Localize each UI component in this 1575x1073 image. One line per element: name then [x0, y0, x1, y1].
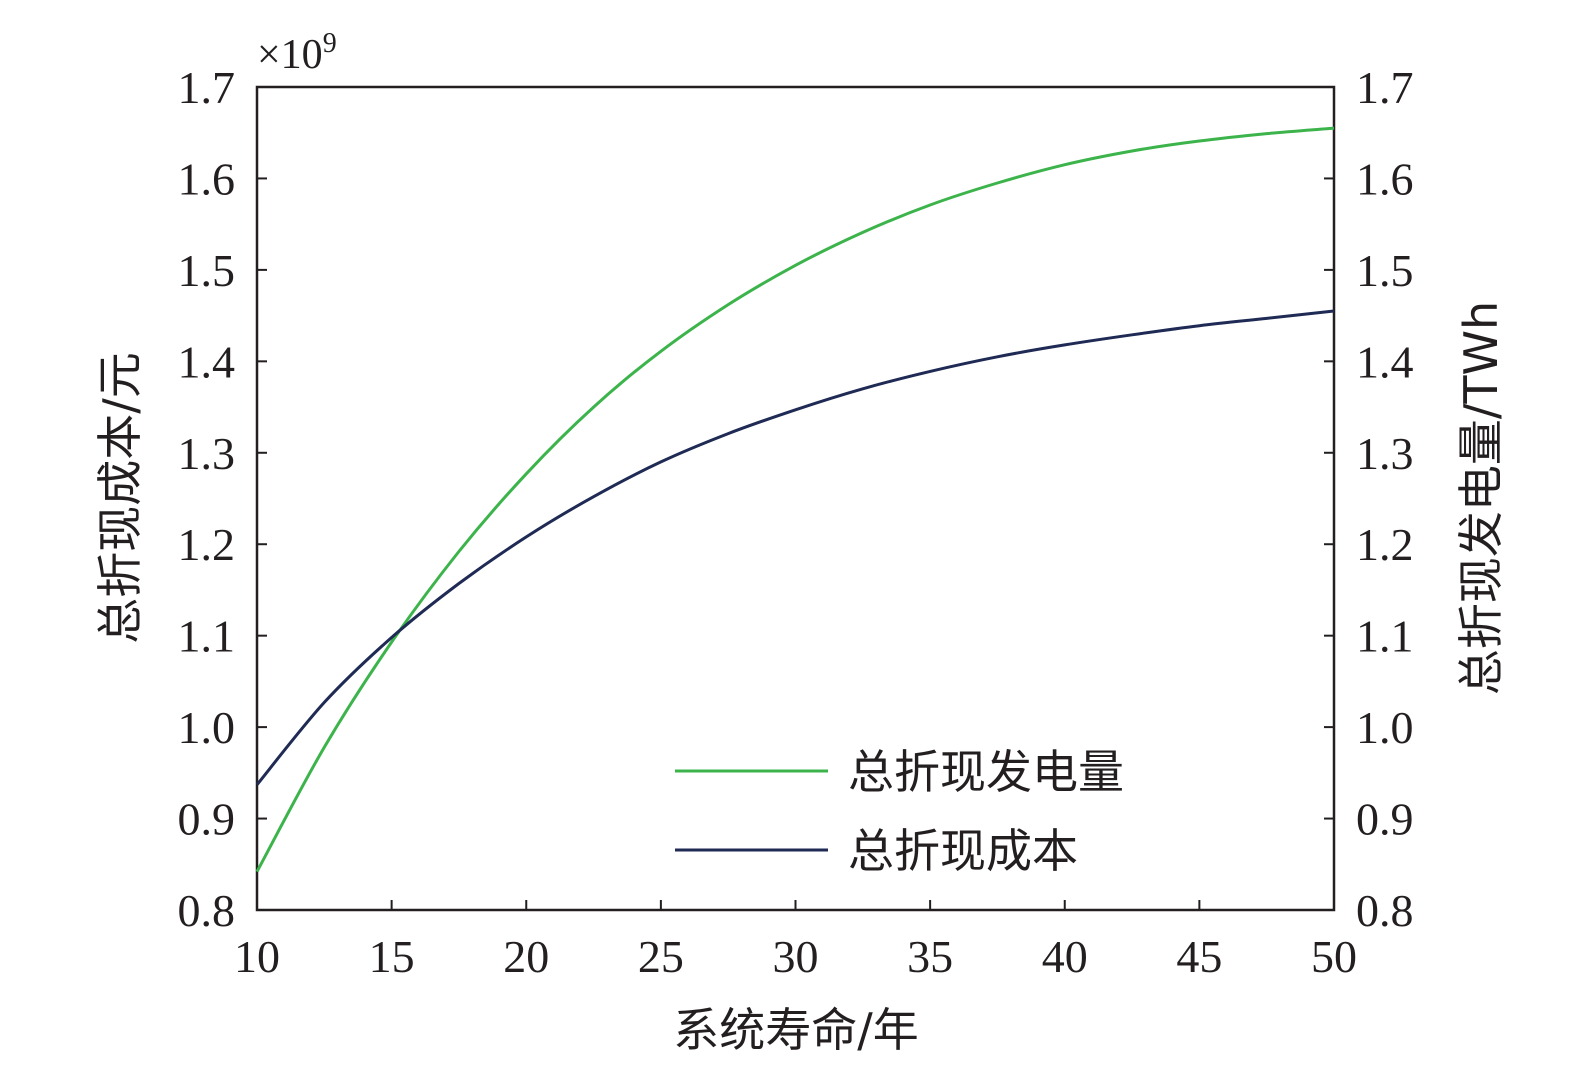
- x-axis-ticks: 10 15 20 25 30 35 40 45 50: [234, 900, 1357, 982]
- y-tick-label-left: 1.6: [178, 153, 236, 204]
- y-tick-label-right: 1.1: [1356, 611, 1414, 662]
- y-tick-label-left: 1.1: [178, 611, 236, 662]
- x-tick-label: 20: [503, 931, 549, 982]
- y-tick-label-left: 1.7: [178, 62, 236, 113]
- y-tick-label-left: 1.5: [178, 245, 236, 296]
- y-axis-label-right: 总折现发电量/TWh: [1454, 301, 1508, 695]
- y-tick-label-right: 1.7: [1356, 62, 1414, 113]
- x-tick-label: 45: [1176, 931, 1222, 982]
- y-tick-label-right: 1.3: [1356, 428, 1414, 479]
- y-multiplier-base: ×10: [257, 32, 323, 78]
- series-layer: [255, 126, 1335, 873]
- y-tick-label-left: 0.9: [178, 794, 236, 845]
- legend: 总折现发电量 总折现成本: [675, 745, 1124, 878]
- series-line-generation: [255, 126, 1335, 873]
- legend-label-generation: 总折现发电量: [848, 745, 1124, 799]
- y-tick-label-left: 1.3: [178, 428, 236, 479]
- plot-frame: [255, 85, 1336, 912]
- y-multiplier-exponent: 9: [323, 28, 337, 59]
- x-tick-label: 35: [907, 931, 953, 982]
- y-tick-label-right: 1.0: [1356, 702, 1414, 753]
- x-tick-label: 30: [773, 931, 819, 982]
- y-tick-label-left: 1.0: [178, 702, 236, 753]
- y-tick-label-right: 0.9: [1356, 794, 1414, 845]
- y-tick-label-left: 1.2: [178, 519, 236, 570]
- legend-label-cost: 总折现成本: [848, 824, 1078, 878]
- x-axis-label: 系统寿命/年: [673, 1003, 919, 1057]
- x-tick-label: 50: [1311, 931, 1357, 982]
- x-tick-label: 10: [234, 931, 280, 982]
- y-axis-ticks: 0.8 0.8 0.9 0.9 1.0 1.0 1.1 1.1 1.2 1.2 1.3 1.3 1.4 1…: [178, 62, 1414, 936]
- y-tick-label-left: 0.8: [178, 885, 236, 936]
- y-axis-label-left: 总折现成本/元: [93, 352, 147, 644]
- x-tick-label: 40: [1042, 931, 1088, 982]
- y-tick-label-right: 0.8: [1356, 885, 1414, 936]
- y-tick-label-right: 1.4: [1356, 336, 1414, 387]
- series-line-cost: [255, 309, 1335, 786]
- y-tick-label-right: 1.5: [1356, 245, 1414, 296]
- y-tick-label-right: 1.6: [1356, 153, 1414, 204]
- y-tick-label-right: 1.2: [1356, 519, 1414, 570]
- y-multiplier: ×109: [257, 28, 337, 78]
- y-tick-label-left: 1.4: [178, 336, 236, 387]
- x-tick-label: 15: [369, 931, 415, 982]
- x-tick-label: 25: [638, 931, 684, 982]
